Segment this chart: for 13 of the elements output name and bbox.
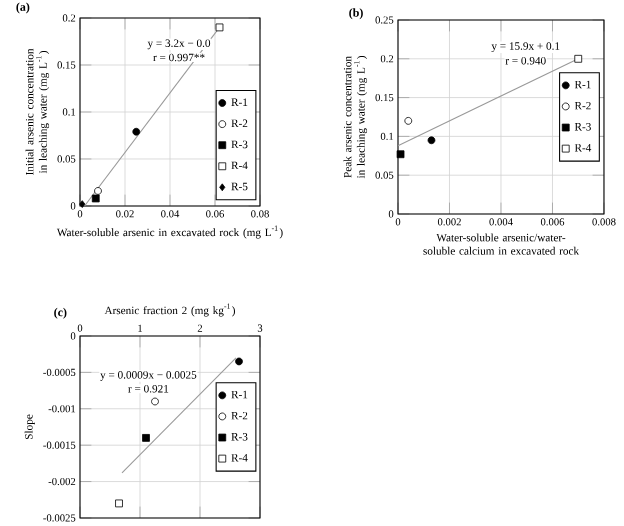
point [404,117,413,125]
point [235,357,243,366]
point [396,150,405,159]
point [94,187,102,195]
point [115,499,123,508]
point [142,434,150,442]
point [79,200,86,208]
point [574,54,583,63]
point [215,23,224,32]
point [151,397,159,406]
point [132,127,141,136]
point [91,194,100,203]
point [427,136,436,145]
